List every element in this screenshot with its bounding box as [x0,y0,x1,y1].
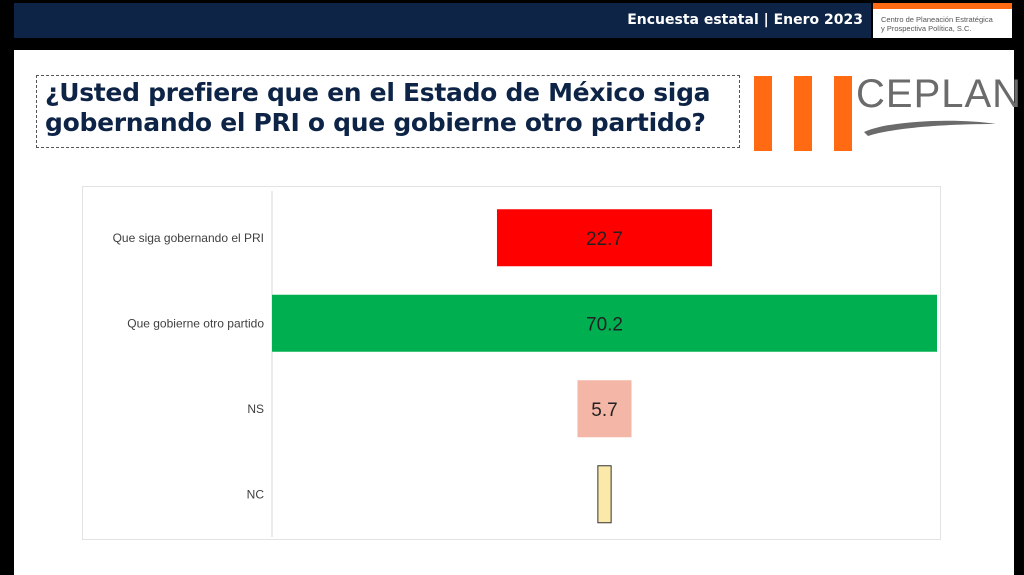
survey-title: Encuesta estatal | Enero 2023 [627,12,863,28]
logo-bar [834,76,852,151]
bar [597,465,612,524]
logo-bar [794,76,812,151]
bar-chart: Que siga gobernando el PRI 22.7 Que gobier… [113,191,937,537]
question-line1: ¿Usted prefiere que en el Estado de Méxi… [45,78,711,107]
category-label: Que siga gobernando el PRI [113,231,264,245]
logo-swoosh-icon [864,120,996,136]
bar [496,209,713,267]
data-label: 22.7 [586,229,623,250]
org-name: Centro de Planeación Estratégica y Prosp… [881,15,993,33]
question-box: ¿Usted prefiere que en el Estado de Méxi… [36,75,740,148]
logo-wordmark: CEPLAN [856,72,1023,116]
chart-container: Que siga gobernando el PRI 22.7 Que gobier… [82,186,941,540]
org-accent-stripe [873,3,1012,9]
logo-bar [754,76,772,151]
category-label: Que gobierne otro partido [127,316,264,330]
header-bar: Encuesta estatal | Enero 2023 [14,3,871,38]
org-name-line1: Centro de Planeación Estratégica [881,15,993,24]
org-badge: Centro de Planeación Estratégica y Prosp… [873,3,1012,38]
org-name-line2: y Prospectiva Política, S.C. [881,24,972,33]
slide: ¿Usted prefiere que en el Estado de Méxi… [14,50,1021,575]
question-text: ¿Usted prefiere que en el Estado de Méxi… [45,78,739,138]
bar [272,294,937,352]
question-line2: gobernando el PRI o que gobierne otro pa… [45,108,706,137]
bar [577,380,632,438]
data-label: 70.2 [586,314,623,335]
category-label: NC [247,487,265,501]
category-label: NS [247,402,264,416]
data-label: 5.7 [591,400,617,421]
